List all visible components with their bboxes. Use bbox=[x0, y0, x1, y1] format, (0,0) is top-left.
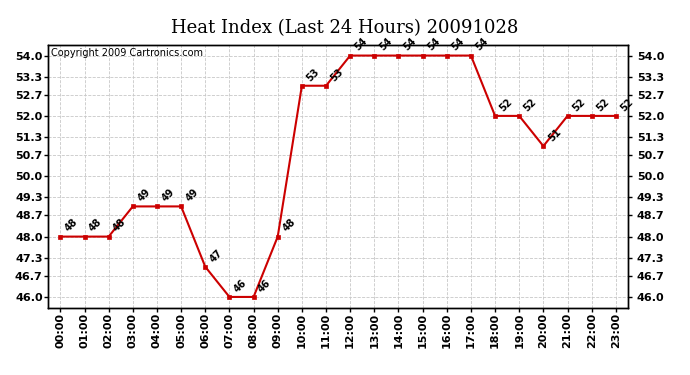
Text: Heat Index (Last 24 Hours) 20091028: Heat Index (Last 24 Hours) 20091028 bbox=[171, 19, 519, 37]
Text: Copyright 2009 Cartronics.com: Copyright 2009 Cartronics.com bbox=[51, 48, 203, 58]
Text: 53: 53 bbox=[329, 66, 346, 83]
Text: 48: 48 bbox=[112, 217, 128, 234]
Text: 54: 54 bbox=[474, 36, 491, 53]
Text: 54: 54 bbox=[353, 36, 370, 53]
Text: 52: 52 bbox=[571, 96, 587, 113]
Text: 49: 49 bbox=[160, 187, 177, 204]
Text: 52: 52 bbox=[619, 96, 635, 113]
Text: 53: 53 bbox=[305, 66, 322, 83]
Text: 46: 46 bbox=[257, 278, 273, 294]
Text: 52: 52 bbox=[498, 96, 515, 113]
Text: 54: 54 bbox=[450, 36, 466, 53]
Text: 54: 54 bbox=[377, 36, 394, 53]
Text: 46: 46 bbox=[233, 278, 249, 294]
Text: 48: 48 bbox=[281, 217, 297, 234]
Text: 48: 48 bbox=[63, 217, 80, 234]
Text: 49: 49 bbox=[136, 187, 152, 204]
Text: 52: 52 bbox=[595, 96, 611, 113]
Text: 47: 47 bbox=[208, 248, 225, 264]
Text: 48: 48 bbox=[88, 217, 104, 234]
Text: 54: 54 bbox=[426, 36, 442, 53]
Text: 51: 51 bbox=[546, 127, 563, 143]
Text: 49: 49 bbox=[184, 187, 201, 204]
Text: 54: 54 bbox=[402, 36, 418, 53]
Text: 52: 52 bbox=[522, 96, 539, 113]
